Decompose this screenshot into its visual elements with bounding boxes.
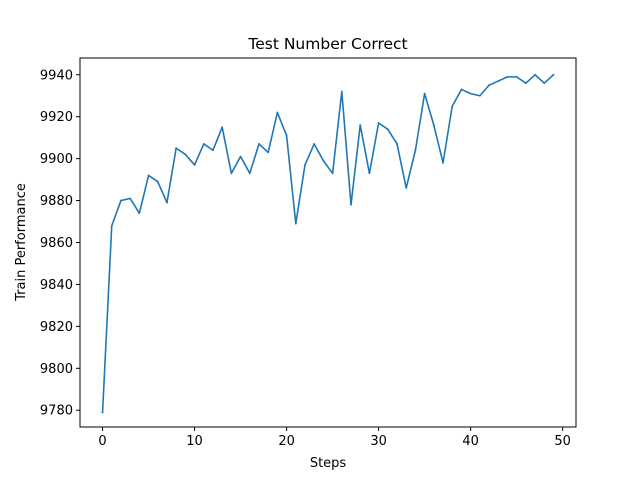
data-point	[230, 172, 233, 175]
data-point	[524, 82, 527, 85]
data-point	[377, 122, 380, 124]
data-point	[120, 199, 122, 202]
data-point	[515, 75, 518, 78]
x-tick-label: 0	[98, 434, 106, 449]
data-point	[506, 75, 509, 78]
y-tick-label: 9840	[40, 278, 73, 293]
data-point	[552, 73, 555, 76]
data-point	[221, 126, 224, 129]
data-point	[478, 94, 481, 97]
x-tick-label: 30	[370, 434, 387, 449]
data-point	[497, 80, 500, 82]
data-point	[313, 143, 316, 145]
data-point	[156, 180, 159, 183]
data-point	[267, 151, 270, 154]
series-layer	[101, 73, 555, 414]
y-tick-label: 9940	[40, 68, 73, 83]
y-tick-label: 9800	[40, 362, 73, 377]
data-point	[423, 92, 426, 95]
y-tick-label: 9780	[40, 404, 73, 419]
data-point	[451, 105, 454, 108]
data-point	[442, 161, 444, 164]
x-axis-label: Steps	[310, 456, 347, 471]
data-point	[248, 172, 251, 175]
data-point	[258, 143, 260, 145]
data-point	[350, 203, 352, 206]
data-point	[396, 143, 398, 145]
data-point	[432, 124, 435, 126]
x-tick-label: 20	[278, 434, 295, 449]
y-tick-label: 9820	[40, 320, 73, 335]
data-point	[322, 159, 325, 162]
data-point	[294, 222, 297, 225]
plot-frame	[79, 57, 577, 428]
data-point	[175, 147, 178, 150]
data-point	[414, 149, 417, 152]
data-point	[386, 128, 389, 131]
ticks-layer: 0 10 20 30 40 50 9780 9800 9820 9840 9860 9880 9900 9…	[40, 68, 571, 449]
data-point	[129, 197, 132, 200]
data-point	[460, 88, 463, 91]
data-point	[193, 164, 196, 166]
y-tick-label: 9920	[40, 110, 73, 125]
data-point	[110, 224, 113, 227]
data-point	[184, 153, 187, 156]
data-point	[469, 92, 472, 95]
data-point	[368, 172, 371, 175]
data-point	[276, 111, 279, 114]
data-point	[543, 82, 546, 85]
series-line	[101, 73, 555, 414]
data-point	[138, 212, 141, 215]
data-point	[331, 172, 334, 175]
y-tick-label: 9860	[40, 236, 73, 251]
data-point	[304, 164, 306, 166]
data-point	[340, 90, 343, 93]
data-point	[212, 149, 214, 152]
data-point	[359, 124, 362, 126]
data-point	[285, 134, 288, 137]
x-tick-label: 10	[186, 434, 203, 449]
data-point	[166, 201, 168, 204]
data-point	[534, 73, 536, 76]
data-point	[488, 84, 490, 87]
x-tick-label: 40	[462, 434, 479, 449]
data-point	[147, 174, 150, 177]
chart-title: Test Number Correct	[247, 35, 407, 53]
data-point	[405, 187, 408, 189]
y-axis-label: Train Performance	[14, 183, 29, 302]
data-point	[202, 143, 205, 145]
data-point	[101, 411, 104, 414]
y-tick-label: 9900	[40, 152, 73, 167]
data-point	[239, 155, 242, 158]
y-tick-label: 9880	[40, 194, 73, 209]
x-tick-label: 50	[554, 434, 571, 449]
